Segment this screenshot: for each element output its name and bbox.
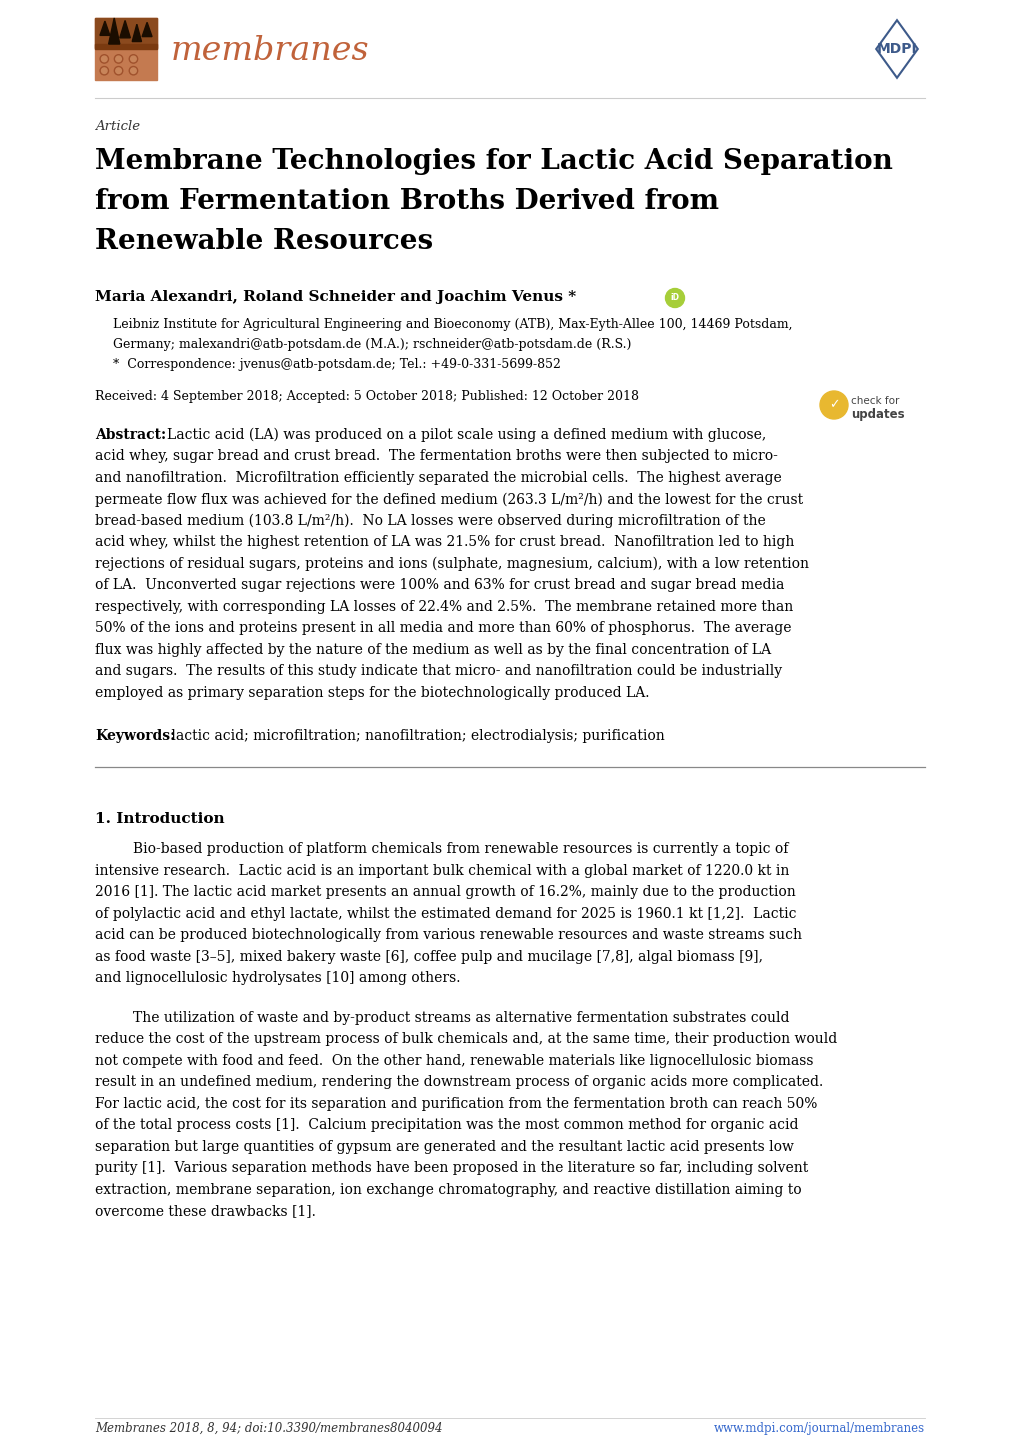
Text: result in an undefined medium, rendering the downstream process of organic acids: result in an undefined medium, rendering…: [95, 1076, 822, 1090]
Text: check for: check for: [850, 397, 899, 407]
Circle shape: [130, 56, 137, 62]
Text: www.mdpi.com/journal/membranes: www.mdpi.com/journal/membranes: [713, 1422, 924, 1435]
Text: acid whey, sugar bread and crust bread.  The fermentation broths were then subje: acid whey, sugar bread and crust bread. …: [95, 450, 777, 463]
Text: Germany; malexandri@atb-potsdam.de (M.A.); rschneider@atb-potsdam.de (R.S.): Germany; malexandri@atb-potsdam.de (M.A.…: [113, 337, 631, 350]
Text: permeate flow flux was achieved for the defined medium (263.3 L/m²/h) and the lo: permeate flow flux was achieved for the …: [95, 493, 802, 508]
Circle shape: [102, 56, 107, 62]
Text: 2016 [1]. The lactic acid market presents an annual growth of 16.2%, mainly due : 2016 [1]. The lactic acid market present…: [95, 885, 795, 900]
Text: Abstract:: Abstract:: [95, 428, 166, 443]
Text: MDPI: MDPI: [875, 42, 916, 56]
Polygon shape: [142, 22, 152, 36]
Text: ✓: ✓: [828, 398, 839, 411]
Text: intensive research.  Lactic acid is an important bulk chemical with a global mar: intensive research. Lactic acid is an im…: [95, 864, 789, 878]
Polygon shape: [119, 20, 130, 37]
Circle shape: [116, 56, 121, 62]
Circle shape: [819, 391, 847, 420]
Text: of the total process costs [1].  Calcium precipitation was the most common metho: of the total process costs [1]. Calcium …: [95, 1119, 798, 1132]
Text: Keywords:: Keywords:: [95, 730, 175, 744]
Text: lactic acid; microfiltration; nanofiltration; electrodialysis; purification: lactic acid; microfiltration; nanofiltra…: [167, 730, 664, 744]
Text: acid can be produced biotechnologically from various renewable resources and was: acid can be produced biotechnologically …: [95, 929, 801, 943]
Text: Received: 4 September 2018; Accepted: 5 October 2018; Published: 12 October 2018: Received: 4 September 2018; Accepted: 5 …: [95, 389, 638, 402]
Text: and lignocellulosic hydrolysates [10] among others.: and lignocellulosic hydrolysates [10] am…: [95, 972, 460, 985]
Text: of polylactic acid and ethyl lactate, whilst the estimated demand for 2025 is 19: of polylactic acid and ethyl lactate, wh…: [95, 907, 796, 921]
Text: and sugars.  The results of this study indicate that micro- and nanofiltration c: and sugars. The results of this study in…: [95, 665, 782, 679]
Circle shape: [129, 55, 138, 63]
Text: extraction, membrane separation, ion exchange chromatography, and reactive disti: extraction, membrane separation, ion exc…: [95, 1182, 801, 1197]
Bar: [95, 17, 157, 79]
Text: bread-based medium (103.8 L/m²/h).  No LA losses were observed during microfiltr: bread-based medium (103.8 L/m²/h). No LA…: [95, 513, 765, 528]
Text: Membranes 2018, 8, 94; doi:10.3390/membranes8040094: Membranes 2018, 8, 94; doi:10.3390/membr…: [95, 1422, 442, 1435]
Text: membranes: membranes: [171, 36, 369, 68]
Text: separation but large quantities of gypsum are generated and the resultant lactic: separation but large quantities of gypsu…: [95, 1141, 793, 1154]
Text: purity [1].  Various separation methods have been proposed in the literature so : purity [1]. Various separation methods h…: [95, 1161, 807, 1175]
Text: updates: updates: [850, 408, 904, 421]
Bar: [95, 45, 157, 49]
Circle shape: [114, 55, 122, 63]
Circle shape: [116, 68, 121, 74]
Polygon shape: [109, 17, 119, 45]
Polygon shape: [100, 22, 110, 36]
Circle shape: [100, 66, 108, 75]
Text: from Fermentation Broths Derived from: from Fermentation Broths Derived from: [95, 187, 718, 215]
Text: For lactic acid, the cost for its separation and purification from the fermentat: For lactic acid, the cost for its separa…: [95, 1097, 816, 1110]
Text: respectively, with corresponding LA losses of 22.4% and 2.5%.  The membrane reta: respectively, with corresponding LA loss…: [95, 600, 793, 614]
Text: acid whey, whilst the highest retention of LA was 21.5% for crust bread.  Nanofi: acid whey, whilst the highest retention …: [95, 535, 794, 549]
Text: Renewable Resources: Renewable Resources: [95, 228, 433, 255]
Text: flux was highly affected by the nature of the medium as well as by the final con: flux was highly affected by the nature o…: [95, 643, 770, 658]
Text: Article: Article: [95, 120, 140, 133]
Text: not compete with food and feed.  On the other hand, renewable materials like lig: not compete with food and feed. On the o…: [95, 1054, 813, 1069]
Text: *  Correspondence: jvenus@atb-potsdam.de; Tel.: +49-0-331-5699-852: * Correspondence: jvenus@atb-potsdam.de;…: [113, 358, 560, 371]
Bar: [95, 17, 157, 48]
Circle shape: [129, 66, 138, 75]
Circle shape: [130, 68, 137, 74]
Text: overcome these drawbacks [1].: overcome these drawbacks [1].: [95, 1204, 316, 1218]
Text: of LA.  Unconverted sugar rejections were 100% and 63% for crust bread and sugar: of LA. Unconverted sugar rejections were…: [95, 578, 784, 593]
Text: reduce the cost of the upstream process of bulk chemicals and, at the same time,: reduce the cost of the upstream process …: [95, 1032, 837, 1047]
Text: employed as primary separation steps for the biotechnologically produced LA.: employed as primary separation steps for…: [95, 686, 649, 699]
Circle shape: [114, 66, 122, 75]
Text: Membrane Technologies for Lactic Acid Separation: Membrane Technologies for Lactic Acid Se…: [95, 149, 892, 174]
Text: 1. Introduction: 1. Introduction: [95, 812, 224, 826]
Circle shape: [664, 288, 684, 307]
Text: The utilization of waste and by-product streams as alternative fermentation subs: The utilization of waste and by-product …: [132, 1011, 789, 1025]
Circle shape: [100, 55, 108, 63]
Text: iD: iD: [669, 294, 679, 303]
Polygon shape: [132, 25, 142, 42]
Text: Leibniz Institute for Agricultural Engineering and Bioeconomy (ATB), Max-Eyth-Al: Leibniz Institute for Agricultural Engin…: [113, 319, 792, 332]
Text: Lactic acid (LA) was produced on a pilot scale using a defined medium with gluco: Lactic acid (LA) was produced on a pilot…: [167, 428, 765, 443]
Text: Bio-based production of platform chemicals from renewable resources is currently: Bio-based production of platform chemica…: [132, 842, 788, 857]
Text: and nanofiltration.  Microfiltration efficiently separated the microbial cells. : and nanofiltration. Microfiltration effi…: [95, 472, 781, 485]
Text: Maria Alexandri, Roland Schneider and Joachim Venus *: Maria Alexandri, Roland Schneider and Jo…: [95, 290, 576, 304]
Text: rejections of residual sugars, proteins and ions (sulphate, magnesium, calcium),: rejections of residual sugars, proteins …: [95, 557, 808, 571]
Text: 50% of the ions and proteins present in all media and more than 60% of phosphoru: 50% of the ions and proteins present in …: [95, 622, 791, 636]
Circle shape: [102, 68, 107, 74]
Text: as food waste [3–5], mixed bakery waste [6], coffee pulp and mucilage [7,8], alg: as food waste [3–5], mixed bakery waste …: [95, 950, 762, 965]
